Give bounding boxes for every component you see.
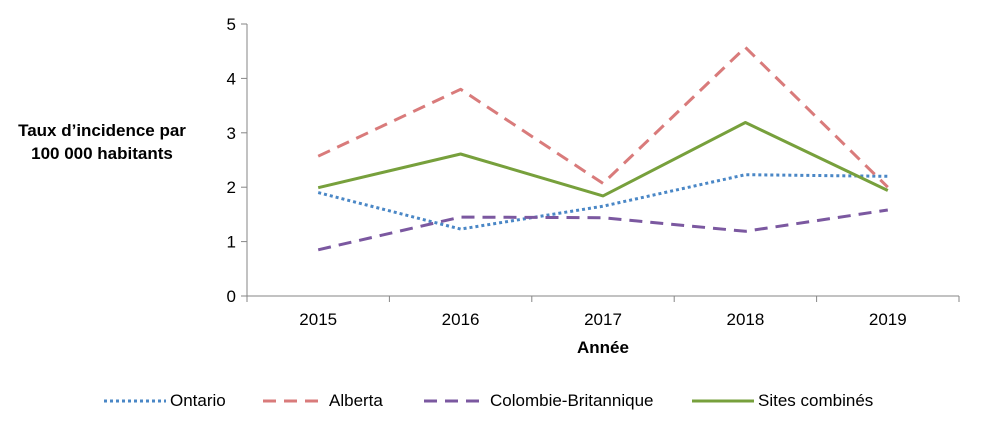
legend-swatch bbox=[104, 399, 166, 403]
y-axis-label: Taux d’incidence par 100 000 habitants bbox=[18, 121, 186, 163]
legend-item-colombie-britannique: Colombie-Britannique bbox=[424, 388, 653, 414]
legend-label: Colombie-Britannique bbox=[490, 391, 654, 410]
y-tick-label: 0 bbox=[227, 287, 236, 306]
y-tick-label: 2 bbox=[227, 178, 236, 197]
legend-label: Ontario bbox=[170, 391, 226, 410]
x-tick-label: 2016 bbox=[442, 310, 480, 329]
legend-label: Sites combinés bbox=[758, 391, 874, 410]
legend-swatch bbox=[424, 399, 486, 403]
x-axis-label: Année bbox=[577, 338, 629, 357]
legend-swatch bbox=[692, 399, 754, 403]
series-line-sites-combines bbox=[317, 121, 889, 198]
legend-item-alberta: Alberta bbox=[263, 388, 383, 414]
x-tick-label: 2018 bbox=[726, 310, 764, 329]
legend-swatch bbox=[263, 399, 325, 403]
x-tick-label: 2019 bbox=[869, 310, 907, 329]
y-tick-label: 4 bbox=[227, 69, 236, 88]
y-tick-label: 5 bbox=[227, 15, 236, 34]
series-line-ontario bbox=[317, 173, 888, 231]
legend-item-sites-combines: Sites combinés bbox=[692, 388, 873, 414]
legend: Ontario Alberta Colombie-Britannique Sites … bbox=[0, 388, 982, 414]
legend-label: Alberta bbox=[329, 391, 383, 410]
y-tick-label: 1 bbox=[227, 233, 236, 252]
series-line-colombie-britannique bbox=[317, 208, 889, 252]
x-tick-label: 2017 bbox=[584, 310, 622, 329]
y-tick-label: 3 bbox=[227, 124, 236, 143]
x-tick-label: 2015 bbox=[299, 310, 337, 329]
series-line-alberta bbox=[317, 45, 889, 189]
legend-item-ontario: Ontario bbox=[104, 388, 226, 414]
